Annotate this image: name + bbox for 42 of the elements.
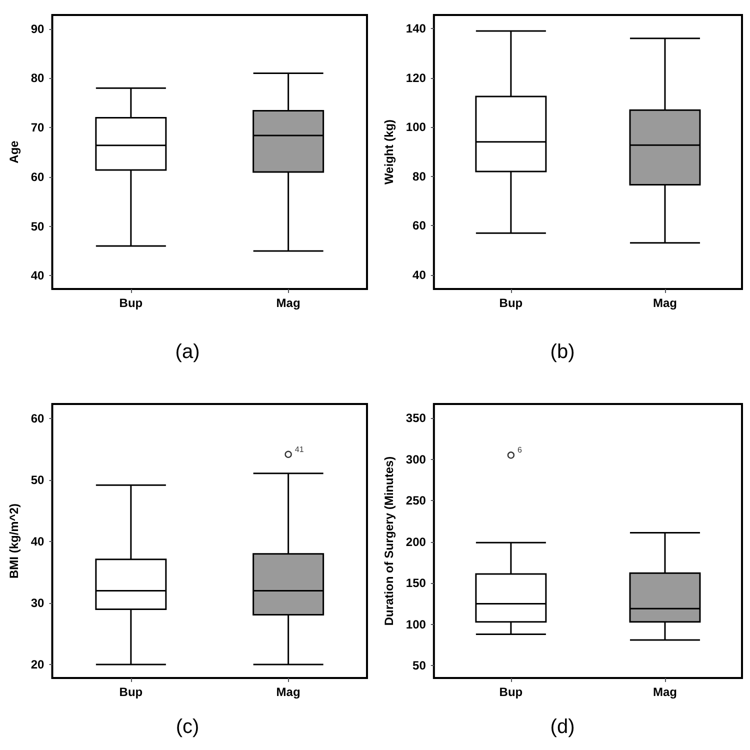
y-tick-label: 300 <box>406 452 426 466</box>
y-tick-label: 50 <box>30 473 45 488</box>
y-tick-label: 120 <box>406 70 426 85</box>
x-tick-label: Bup <box>119 685 143 699</box>
x-tick-label: Bup <box>499 296 523 310</box>
y-axis-title: BMI (kg/m^2) <box>7 503 21 579</box>
annotation: 6 <box>518 446 523 455</box>
y-tick-label: 40 <box>412 268 426 282</box>
y-tick-label: 40 <box>30 534 45 549</box>
annotation: 41 <box>294 444 304 454</box>
text: (b) <box>550 341 575 363</box>
y-tick-label: 140 <box>406 22 426 36</box>
x-tick-label: Bup <box>119 296 143 310</box>
y-tick-label: 150 <box>406 576 426 590</box>
y-tick-label: 50 <box>30 219 45 234</box>
y-tick-label: 250 <box>406 494 426 508</box>
y-axis-title: Age <box>7 140 21 164</box>
y-tick-label: 30 <box>30 596 45 610</box>
y-tick-label: 80 <box>30 71 45 86</box>
x-tick-label: Mag <box>652 296 677 310</box>
y-tick-label: 20 <box>30 657 45 672</box>
y-tick-label: 40 <box>30 268 45 283</box>
y-axis-title: Duration of Surgery (Minutes) <box>382 456 396 626</box>
y-tick-label: 60 <box>30 412 45 426</box>
y-tick-label: 70 <box>30 120 45 135</box>
y-tick-label: 80 <box>412 169 426 184</box>
y-tick-label: 100 <box>406 120 426 134</box>
y-tick-label: 200 <box>406 534 426 549</box>
y-tick-label: 60 <box>30 170 45 184</box>
text: (a) <box>175 341 200 363</box>
y-tick-label: 350 <box>406 411 426 426</box>
y-axis-title: Weight (kg) <box>382 119 396 185</box>
x-tick-label: Bup <box>499 685 523 699</box>
x-tick-label: Mag <box>276 296 300 310</box>
y-tick-label: 50 <box>412 658 426 673</box>
x-tick-label: Mag <box>652 685 677 699</box>
y-tick-label: 100 <box>406 617 426 632</box>
text: (d) <box>550 716 575 738</box>
y-tick-label: 60 <box>412 218 426 233</box>
y-tick-label: 90 <box>30 22 45 36</box>
x-tick-label: Mag <box>276 685 300 699</box>
text: (c) <box>176 716 200 738</box>
